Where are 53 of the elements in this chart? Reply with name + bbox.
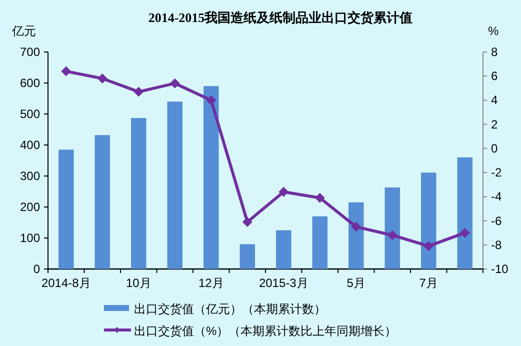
bar <box>421 172 436 269</box>
y-tick-label: 600 <box>20 76 40 90</box>
x-tick-label: 2015-3月 <box>258 276 308 290</box>
point <box>134 86 144 97</box>
bar <box>131 118 146 269</box>
point <box>206 95 216 106</box>
legend-label: 出口交货值（%）（本期累计数比上年同期增长） <box>134 324 397 338</box>
chart-title: 2014-2015我国造纸及纸制品业出口交货累计值 <box>148 10 413 25</box>
point <box>170 78 180 88</box>
x-tick-label: 7月 <box>419 276 438 290</box>
x-tick-label: 5月 <box>346 276 366 290</box>
y2-axis-title: % <box>488 24 499 38</box>
point <box>351 222 362 232</box>
point <box>278 186 289 197</box>
point <box>314 192 325 203</box>
bar <box>457 157 472 269</box>
bar <box>276 230 292 269</box>
y-tick-label: 100 <box>20 231 40 245</box>
y2-tick-label: -8 <box>491 238 502 252</box>
y2-tick-label: 6 <box>491 69 498 84</box>
bar <box>58 150 74 269</box>
point <box>97 74 108 84</box>
point <box>424 241 434 252</box>
bar <box>312 216 328 269</box>
x-tick-label: 12月 <box>198 276 224 290</box>
point <box>387 230 398 240</box>
y-tick-label: 400 <box>20 138 40 152</box>
legend-label: 出口交货值（亿元）（本期累计数） <box>134 302 326 316</box>
y2-tick-label: 2 <box>491 117 498 132</box>
point <box>61 66 72 76</box>
x-tick-label: 10月 <box>126 276 152 290</box>
y-tick-label: 300 <box>20 169 40 183</box>
y-tick-label: 700 <box>20 45 40 59</box>
bar <box>240 244 255 269</box>
bar <box>348 202 364 269</box>
y-axis-title: 亿元 <box>11 24 36 38</box>
y2-tick-label: 4 <box>491 93 498 108</box>
y2-tick-label: -4 <box>491 190 502 204</box>
y2-tick-label: 8 <box>491 45 498 59</box>
point <box>242 216 252 227</box>
y2-tick-label: 0 <box>491 141 498 156</box>
y-tick-label: 500 <box>20 107 40 121</box>
bar <box>204 86 219 269</box>
y2-tick-label: -6 <box>491 214 502 228</box>
y2-tick-label: -2 <box>491 166 502 180</box>
y-tick-label: 0 <box>33 262 40 276</box>
y2-tick-label: -10 <box>491 262 509 276</box>
point <box>460 228 470 238</box>
x-tick-label: 2014-8月 <box>41 276 91 290</box>
bar <box>384 187 400 269</box>
y-tick-label: 200 <box>20 200 40 214</box>
bar <box>167 102 182 269</box>
bar <box>94 135 110 269</box>
